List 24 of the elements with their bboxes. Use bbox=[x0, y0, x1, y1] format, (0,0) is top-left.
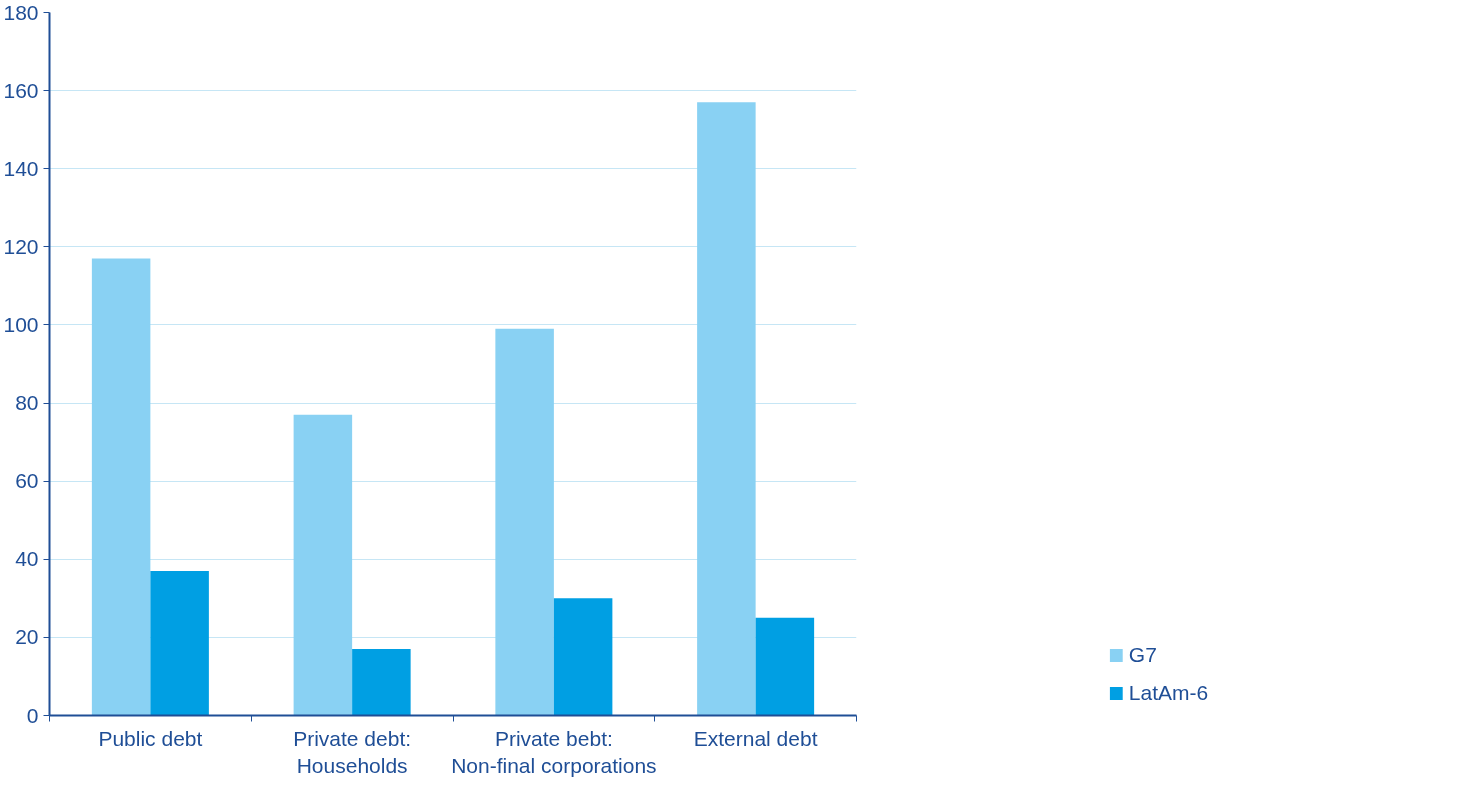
x-tick-label: Private debt: Households bbox=[293, 726, 412, 778]
y-tick-label: 40 bbox=[15, 547, 39, 571]
bar bbox=[495, 328, 554, 716]
y-tick-label: 80 bbox=[15, 391, 39, 415]
y-tick-label: 160 bbox=[3, 78, 39, 102]
y-tick-label: 180 bbox=[3, 0, 39, 24]
y-tick-label: 20 bbox=[15, 625, 39, 649]
x-tick-label: Private bebt: Non-final corporations bbox=[451, 726, 657, 778]
y-tick-label: 140 bbox=[3, 156, 39, 180]
bar bbox=[755, 617, 815, 716]
legend-label: G7 bbox=[1128, 643, 1157, 667]
bar bbox=[293, 414, 353, 716]
bar bbox=[352, 649, 411, 716]
bar bbox=[91, 258, 151, 716]
bar bbox=[697, 102, 756, 716]
y-tick-label: 120 bbox=[3, 234, 39, 258]
bar bbox=[150, 570, 209, 716]
x-tick-label: Public debt bbox=[98, 726, 203, 750]
y-tick-label: 60 bbox=[15, 469, 39, 493]
y-tick-label: 100 bbox=[3, 312, 39, 336]
x-tick-label: External debt bbox=[693, 726, 818, 750]
legend-label: LatAm-6 bbox=[1128, 681, 1209, 705]
bar bbox=[553, 598, 613, 716]
y-tick-label: 0 bbox=[26, 703, 39, 727]
